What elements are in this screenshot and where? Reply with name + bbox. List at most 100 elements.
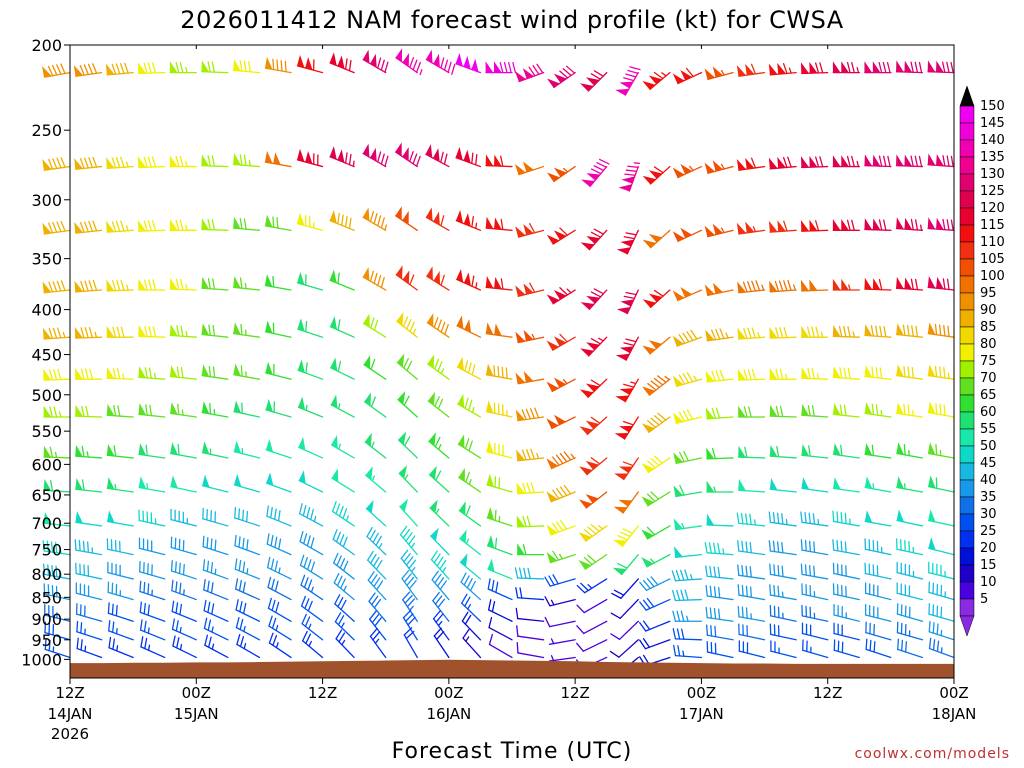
wind-barb <box>201 218 229 231</box>
wind-barb <box>487 599 513 622</box>
wind-barb <box>329 209 355 231</box>
wind-barb <box>546 519 576 536</box>
wind-barb <box>428 465 450 493</box>
wind-barb <box>515 223 545 238</box>
wind-barb <box>485 400 513 418</box>
wind-barb <box>613 525 639 548</box>
wind-barb <box>833 622 860 641</box>
wind-barb <box>264 56 292 74</box>
wind-barb <box>581 158 610 188</box>
terrain-fill <box>70 659 954 678</box>
wind-barb <box>738 623 766 641</box>
wind-barb <box>75 511 103 527</box>
wind-barb <box>768 62 797 76</box>
wind-barb <box>641 553 671 568</box>
colorbar-label: 150 <box>980 99 1005 114</box>
wind-barb <box>202 535 229 556</box>
wind-barb <box>737 540 766 556</box>
wind-barb <box>927 401 955 418</box>
wind-barb <box>579 416 608 436</box>
wind-barb <box>672 287 703 302</box>
x-tick-label-mid: 14JAN <box>48 705 93 723</box>
wind-barb <box>369 627 387 659</box>
wind-barb <box>576 639 608 652</box>
colorbar-swatch <box>959 292 975 311</box>
colorbar-swatch <box>959 156 975 175</box>
colorbar-label: 55 <box>980 422 997 437</box>
colorbar-swatch <box>959 513 975 532</box>
wind-barb <box>486 473 513 493</box>
wind-barb <box>138 324 166 338</box>
wind-barb <box>864 538 892 556</box>
wind-barb <box>433 627 450 659</box>
wind-barb <box>201 364 229 380</box>
wind-barb <box>546 451 576 470</box>
wind-barb <box>138 278 166 291</box>
wind-barb <box>927 442 955 459</box>
wind-barb <box>516 625 545 641</box>
wind-barb <box>800 563 829 580</box>
wind-barb <box>515 586 545 601</box>
wind-barb <box>642 71 671 90</box>
wind-barb <box>672 628 703 641</box>
y-tick-label: 600 <box>31 455 62 474</box>
wind-barb <box>832 366 860 380</box>
wind-barb <box>578 491 608 509</box>
wind-barb <box>801 622 829 641</box>
wind-barb <box>486 507 513 527</box>
wind-barb <box>895 538 924 556</box>
wind-barb <box>365 499 387 527</box>
wind-barb <box>233 473 261 493</box>
wind-barb <box>896 561 924 580</box>
wind-barb <box>864 510 892 527</box>
wind-barb <box>927 475 955 493</box>
wind-barb <box>672 372 703 388</box>
wind-barb <box>704 541 734 556</box>
wind-barb <box>235 599 261 622</box>
wind-barb <box>366 526 387 556</box>
wind-barb <box>170 442 197 459</box>
wind-barb <box>331 468 355 493</box>
wind-barb <box>642 229 671 249</box>
wind-barb <box>333 552 355 580</box>
wind-barb <box>398 465 418 493</box>
wind-barb <box>615 66 641 96</box>
wind-barb <box>547 65 576 89</box>
wind-barb <box>800 219 829 232</box>
wind-barb <box>801 477 829 493</box>
wind-barb <box>832 562 860 580</box>
wind-barb <box>833 604 860 622</box>
wind-barb <box>737 445 766 459</box>
colorbar-swatch <box>959 581 975 600</box>
colorbar-label: 100 <box>980 269 1005 284</box>
wind-barb <box>864 402 892 418</box>
wind-barb <box>516 515 545 528</box>
wind-barb <box>736 157 766 171</box>
wind-barb <box>642 375 671 396</box>
wind-barb <box>895 217 924 231</box>
wind-barb <box>429 499 450 527</box>
wind-barb <box>266 533 292 556</box>
wind-barb <box>457 394 482 418</box>
colorbar-label: 15 <box>980 558 997 573</box>
wind-barb <box>544 616 576 628</box>
wind-barb <box>737 327 766 340</box>
wind-barb <box>737 564 766 580</box>
wind-barb <box>928 620 955 641</box>
y-tick-label: 1000 <box>21 650 62 669</box>
wind-barb <box>138 443 166 459</box>
wind-barb <box>546 227 576 245</box>
wind-barb <box>42 63 71 78</box>
terrain-surface <box>70 659 954 678</box>
wind-barb <box>138 476 166 493</box>
wind-barb <box>43 368 71 381</box>
wind-barb <box>299 554 324 580</box>
wind-barb <box>641 455 671 474</box>
colorbar-swatch <box>959 496 975 515</box>
wind-barb <box>233 440 261 459</box>
colorbar-swatch <box>959 224 975 243</box>
wind-barb <box>169 402 197 418</box>
colorbar-swatch <box>959 428 975 447</box>
wind-barb <box>928 603 955 622</box>
